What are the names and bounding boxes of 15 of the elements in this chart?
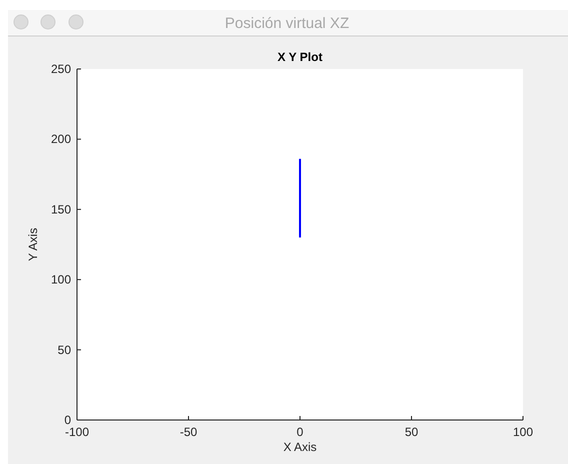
y-tick-label: 50: [58, 342, 72, 357]
y-axis-title: Y Axis: [26, 228, 40, 262]
x-tick-label: 100: [512, 425, 534, 439]
y-tick-label: 0: [64, 413, 72, 427]
y-tick-label: 100: [50, 272, 72, 287]
y-tick-label: 250: [50, 62, 72, 76]
y-tick-label: 200: [50, 132, 72, 146]
x-tick-label: -100: [64, 425, 90, 439]
x-tick-label: -50: [180, 425, 198, 439]
y-tick-label: 150: [50, 202, 72, 216]
x-axis-title: X Axis: [283, 440, 317, 454]
chart-subtitle: X Y Plot: [278, 50, 322, 64]
chart-title: Posición virtual XZ: [224, 15, 350, 32]
x-tick-label: 50: [404, 425, 418, 439]
x-tick-label: 0: [296, 425, 304, 439]
